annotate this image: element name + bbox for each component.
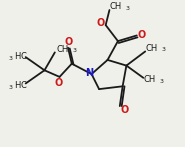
- Text: CH: CH: [146, 44, 158, 53]
- Text: 3: 3: [8, 85, 12, 90]
- Text: 3: 3: [162, 47, 166, 52]
- Text: O: O: [65, 37, 73, 47]
- Text: O: O: [120, 105, 129, 115]
- Text: 3: 3: [8, 56, 12, 61]
- Text: O: O: [97, 18, 105, 28]
- Text: H: H: [14, 81, 20, 90]
- Text: O: O: [137, 30, 146, 40]
- Text: CH: CH: [144, 75, 156, 84]
- Text: CH: CH: [57, 45, 69, 54]
- Text: N: N: [85, 68, 93, 78]
- Text: 3: 3: [160, 79, 164, 84]
- Text: C: C: [21, 52, 27, 61]
- Text: 3: 3: [126, 6, 130, 11]
- Text: CH: CH: [110, 2, 122, 11]
- Text: C: C: [21, 81, 27, 90]
- Text: O: O: [55, 77, 63, 87]
- Text: H: H: [14, 52, 20, 61]
- Text: 3: 3: [73, 48, 77, 53]
